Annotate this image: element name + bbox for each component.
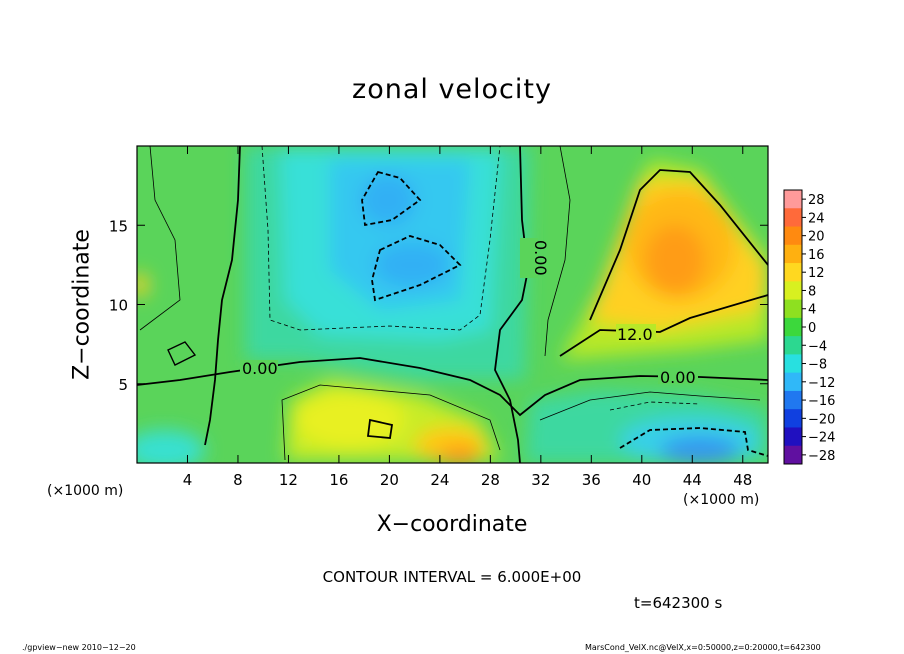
y-axis: 5 10 15 bbox=[109, 217, 768, 394]
colorbar-label: −20 bbox=[808, 412, 835, 427]
colorbar-swatch bbox=[784, 281, 802, 301]
colorbar-label: −4 bbox=[808, 339, 827, 354]
y-tick-label: 5 bbox=[118, 376, 128, 394]
colorbar-swatch bbox=[784, 208, 802, 228]
colorbar-swatch bbox=[784, 390, 802, 410]
colorbar-swatch bbox=[784, 372, 802, 392]
contour-label: 12.0 bbox=[617, 325, 653, 344]
chart-title: zonal velocity bbox=[352, 74, 552, 105]
x-tick-label: 28 bbox=[481, 471, 500, 489]
x-tick-label: 36 bbox=[582, 471, 601, 489]
colorbar-swatch bbox=[784, 317, 802, 337]
contour-label: 0.00 bbox=[660, 368, 696, 387]
x-axis: 4 8 12 16 20 24 28 32 36 40 44 48 bbox=[183, 146, 752, 489]
colorbar-swatch bbox=[784, 354, 802, 374]
colorbar-label: −24 bbox=[808, 431, 835, 446]
y-tick-label: 10 bbox=[109, 297, 128, 315]
contour-interval: CONTOUR INTERVAL = 6.000E+00 bbox=[322, 568, 582, 586]
colorbar-label: 24 bbox=[808, 211, 825, 226]
velocity-field: 0.00 12.0 0.00 0.00 bbox=[137, 146, 768, 463]
colorbar-label: −12 bbox=[808, 376, 835, 391]
colorbar-label: 20 bbox=[808, 230, 825, 245]
colorbar-swatch bbox=[784, 427, 802, 447]
x-tick-label: 40 bbox=[632, 471, 651, 489]
colorbar-swatch bbox=[784, 445, 802, 465]
x-unit-left: (×1000 m) bbox=[47, 483, 124, 499]
colorbar-swatch bbox=[784, 299, 802, 319]
colorbar-label: 4 bbox=[808, 303, 816, 318]
colorbar-swatch bbox=[784, 336, 802, 355]
x-tick-label: 8 bbox=[233, 471, 243, 489]
x-axis-label: X−coordinate bbox=[376, 512, 528, 537]
contour-labels: 0.00 12.0 0.00 0.00 bbox=[240, 238, 698, 387]
x-tick-label: 16 bbox=[329, 471, 348, 489]
x-tick-label: 32 bbox=[531, 471, 550, 489]
x-tick-label: 20 bbox=[380, 471, 399, 489]
colorbar-label: −16 bbox=[808, 394, 835, 409]
x-tick-label: 24 bbox=[430, 471, 449, 489]
colorbar-swatch bbox=[784, 244, 802, 264]
colorbar: 28 24 20 16 12 8 4 0 −4 −8 −12 −16 −20 −24 −28 bbox=[783, 189, 835, 465]
x-unit-right: (×1000 m) bbox=[683, 492, 760, 508]
colorbar-label: 0 bbox=[808, 321, 816, 336]
contour-label: 0.00 bbox=[531, 240, 550, 276]
colorbar-swatch bbox=[784, 263, 802, 282]
colorbar-swatch bbox=[784, 190, 802, 209]
x-tick-label: 44 bbox=[683, 471, 702, 489]
colorbar-label: 28 bbox=[808, 193, 825, 208]
footer-right: MarsCond_VelX.nc@VelX,x=0:50000,z=0:2000… bbox=[585, 643, 821, 652]
x-tick-label: 48 bbox=[733, 471, 752, 489]
x-tick-label: 4 bbox=[183, 471, 193, 489]
contour-label: 0.00 bbox=[242, 359, 278, 378]
colorbar-swatch bbox=[784, 409, 802, 428]
y-axis-label: Z−coordinate bbox=[69, 229, 95, 380]
colorbar-label: 16 bbox=[808, 248, 825, 263]
colorbar-label: −8 bbox=[808, 358, 827, 373]
colorbar-label: 8 bbox=[808, 284, 816, 299]
colorbar-swatch bbox=[784, 226, 802, 246]
colorbar-label: 12 bbox=[808, 266, 825, 281]
y-tick-label: 15 bbox=[109, 217, 128, 235]
colorbar-label: −28 bbox=[808, 449, 835, 464]
x-tick-label: 12 bbox=[279, 471, 298, 489]
footer-left: ./gpview−new 2010−12−20 bbox=[22, 643, 136, 652]
time-label: t=642300 s bbox=[634, 594, 723, 612]
